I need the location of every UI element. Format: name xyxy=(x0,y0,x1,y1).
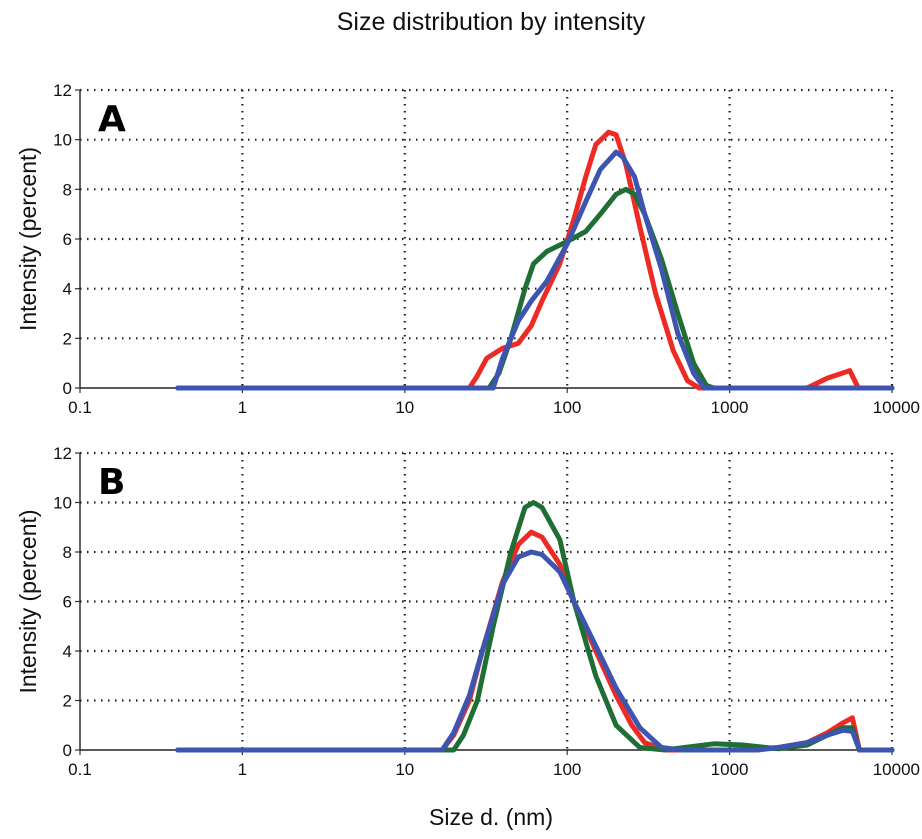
y-tick-label: 2 xyxy=(63,329,72,348)
series-line-1 xyxy=(175,529,895,753)
x-tick-label: 1 xyxy=(238,760,247,779)
chart-title: Size distribution by intensity xyxy=(336,8,646,36)
x-tick-label: 100 xyxy=(553,398,581,417)
y-tick-label: 6 xyxy=(63,593,72,612)
x-tick-label: 1 xyxy=(238,398,247,417)
panel-letter: A xyxy=(98,99,126,140)
y-tick-label: 8 xyxy=(63,180,72,199)
y-axis-title: Intensity (percent) xyxy=(15,147,41,331)
y-tick-label: 0 xyxy=(63,741,72,760)
y-tick-label: 0 xyxy=(63,379,72,398)
y-tick-label: 12 xyxy=(53,81,72,100)
y-tick-label: 10 xyxy=(53,494,72,513)
x-tick-label: 10000 xyxy=(873,398,920,417)
x-axis-title: Size d. (nm) xyxy=(429,804,553,830)
y-tick-label: 4 xyxy=(63,280,72,299)
series-line-2 xyxy=(175,500,895,753)
x-tick-label: 1000 xyxy=(711,760,749,779)
series-line-2 xyxy=(175,186,895,391)
x-tick-label: 100 xyxy=(553,760,581,779)
x-tick-label: 10000 xyxy=(873,760,920,779)
y-tick-label: 2 xyxy=(63,692,72,711)
y-axis-title: Intensity (percent) xyxy=(15,509,41,693)
x-tick-label: 0.1 xyxy=(68,760,92,779)
x-tick-label: 10 xyxy=(395,398,414,417)
panel-letter: B xyxy=(98,462,125,503)
panel-a: 0 2 4 6 8 10 12 0.1 1 10 100 1000 10000 Intensity (pe… xyxy=(15,81,920,417)
y-tick-label: 10 xyxy=(53,131,72,150)
series-line-3 xyxy=(175,149,895,391)
series-line-3 xyxy=(175,549,895,753)
x-tick-label: 1000 xyxy=(711,398,749,417)
panel-b: 0 2 4 6 8 10 12 0.1 1 10 100 1000 10000 Intensity (pe… xyxy=(15,444,920,779)
x-tick-label: 0.1 xyxy=(68,398,92,417)
x-tick-label: 10 xyxy=(395,760,414,779)
y-tick-label: 8 xyxy=(63,543,72,562)
y-tick-label: 4 xyxy=(63,642,72,661)
y-tick-label: 6 xyxy=(63,230,72,249)
y-tick-label: 12 xyxy=(53,444,72,463)
